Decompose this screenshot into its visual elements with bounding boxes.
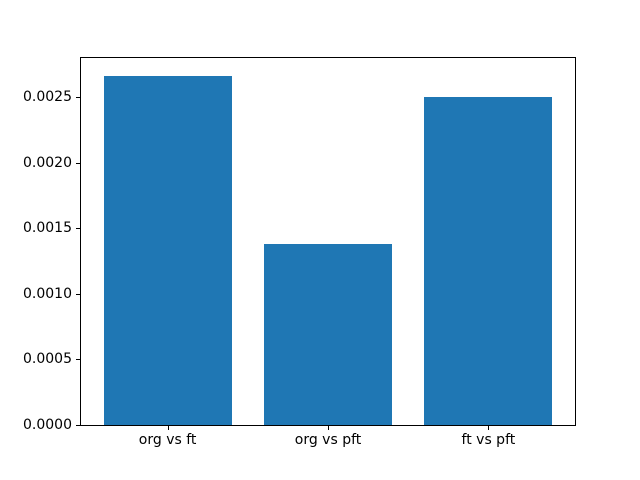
y-tick-label: 0.0025 [23,89,72,105]
y-tick-label: 0.0015 [23,220,72,237]
y-tick-label: 0.0010 [23,285,72,302]
y-tick-mark [76,425,80,426]
y-tick-label: 0.0020 [23,154,72,171]
y-tick-mark [76,228,80,230]
y-tick-label: 0.0005 [23,351,72,368]
bar-org-vs-ft [103,76,232,425]
plot-area: 0.0000 0.0005 0.0010 0.0015 0.0020 0.0025 org … [23,57,576,447]
bar-ft-vs-pft [424,97,553,425]
x-tick-mark [328,426,329,430]
y-tick-label: 0.0000 [23,417,72,433]
x-tick-mark [167,426,169,430]
bar-org-vs-pft [263,243,393,425]
y-tick-mark [76,293,80,295]
y-tick-mark [76,359,80,361]
y-tick-mark [76,97,80,98]
y-tick-mark [76,162,80,164]
x-tick-label-org-vs-pft: org vs pft [294,432,362,448]
x-tick-label-ft-vs-pft: ft vs pft [461,432,516,448]
x-tick-label-org-vs-ft: org vs ft [138,432,197,448]
x-tick-mark [488,426,490,430]
